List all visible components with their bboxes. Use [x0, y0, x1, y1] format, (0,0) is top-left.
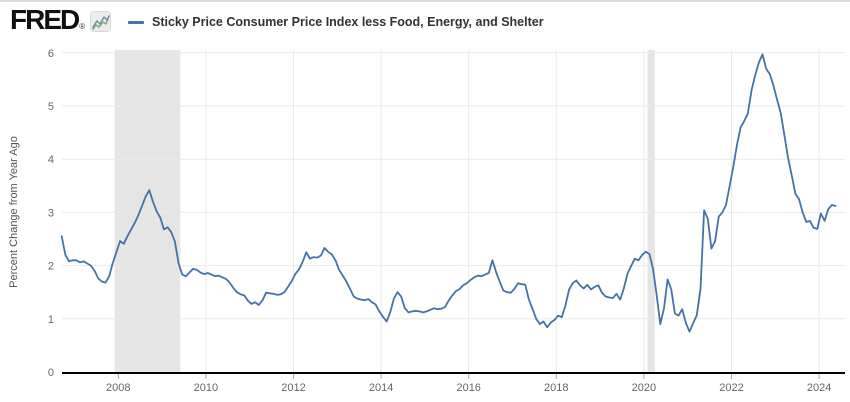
registered-trademark: ® — [79, 22, 86, 31]
x-tick-label: 2018 — [544, 382, 568, 394]
chart-legend: Sticky Price Consumer Price Index less F… — [128, 15, 544, 29]
legend-series-label[interactable]: Sticky Price Consumer Price Index less F… — [152, 15, 544, 29]
fred-graph-icon — [90, 10, 112, 32]
recession-bars — [114, 50, 655, 372]
x-tick-label: 2020 — [632, 382, 656, 394]
y-tick-label: 1 — [48, 314, 54, 326]
y-tick-label: 0 — [48, 367, 54, 379]
recession-bar — [114, 50, 181, 372]
x-tick-label: 2012 — [281, 382, 305, 394]
x-tick-label: 2016 — [456, 382, 480, 394]
y-axis-title: Percent Change from Year Ago — [8, 136, 20, 288]
recession-bar — [647, 50, 655, 372]
fred-logo-text: FRED — [10, 4, 80, 35]
y-tick-label: 4 — [48, 154, 54, 166]
gridlines — [62, 50, 845, 372]
x-tick-label: 2008 — [106, 382, 130, 394]
y-tick-label: 2 — [48, 261, 54, 273]
x-tick-label: 2024 — [807, 382, 831, 394]
x-tick-label: 2010 — [194, 382, 218, 394]
y-tick-label: 5 — [48, 101, 54, 113]
y-tick-label: 6 — [48, 48, 54, 60]
x-tick-label: 2022 — [719, 382, 743, 394]
legend-line-marker — [128, 20, 144, 24]
plot-area: 2008 2010 2012 2014 2016 2018 2020 2022 2024 0 1 2 3… — [48, 48, 845, 394]
fred-logo[interactable]: FRED ® — [10, 4, 112, 35]
x-tick-label: 2014 — [369, 382, 393, 394]
data-line — [60, 53, 837, 333]
axis-ticks-and-labels: 2008 2010 2012 2014 2016 2018 2020 2022 2024 0 1 2 3… — [48, 48, 831, 394]
chart-header: FRED ® Sticky Price Consumer Price Index … — [0, 2, 850, 42]
y-tick-label: 3 — [48, 207, 54, 219]
